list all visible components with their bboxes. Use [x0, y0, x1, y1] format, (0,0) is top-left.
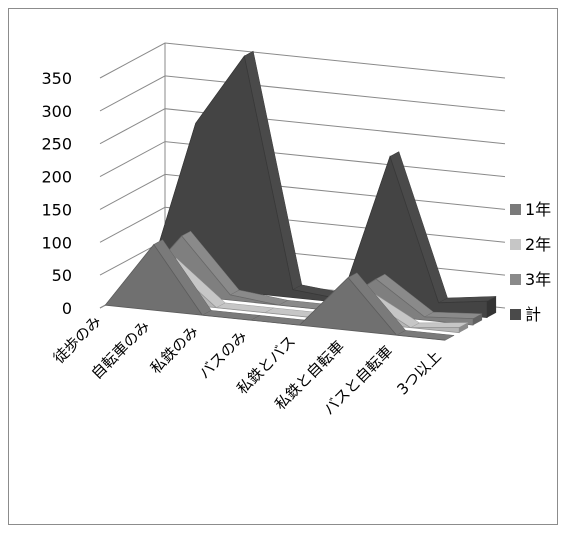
y-tick-label: 150	[41, 200, 72, 219]
y-tick-label: 300	[41, 102, 72, 121]
y-tick-label: 50	[52, 266, 72, 285]
series-0	[104, 239, 455, 341]
y-tick-label: 0	[62, 299, 72, 318]
series-cap-1	[459, 322, 469, 333]
series-cap-3	[487, 296, 497, 318]
legend-swatch	[510, 274, 521, 285]
category-label: 3つ以上	[394, 347, 445, 398]
gridline-150	[99, 173, 506, 210]
gridline-200	[99, 141, 506, 178]
legend: 1年 2年 3年計	[510, 200, 551, 324]
y-axis-ticks: 0 50 100 150 200 250 300 350	[41, 69, 72, 318]
y-tick-label: 350	[41, 69, 72, 88]
ribbon-top-0-6	[395, 330, 455, 341]
legend-swatch	[510, 239, 521, 250]
gridline-350	[99, 42, 506, 79]
category-label: 私鉄のみ	[147, 322, 202, 377]
ribbon-top-0-3	[250, 315, 310, 326]
y-tick-label: 100	[41, 233, 72, 252]
category-label: バスのみ	[195, 327, 250, 382]
series-3	[146, 50, 497, 319]
y-tick-label: 200	[41, 168, 72, 187]
y-tick-label: 250	[41, 135, 72, 154]
ribbon-top-0-2	[201, 310, 261, 321]
series-face-0	[104, 243, 446, 341]
gridline-250	[99, 108, 506, 145]
legend-label: 1年	[525, 200, 551, 219]
ribbon-top-1-2	[215, 302, 275, 313]
legend-swatch	[510, 309, 521, 320]
legend-label: 2年	[525, 235, 551, 254]
ribbon-top-1-6	[410, 322, 469, 328]
legend-label: 3年	[525, 270, 551, 289]
legend-swatch	[510, 204, 521, 215]
gridline-300	[99, 75, 506, 112]
category-label: 徒歩のみ	[50, 312, 105, 367]
legend-label: 計	[525, 305, 541, 324]
series-ribbons	[104, 50, 497, 341]
series-cap-2	[473, 313, 483, 326]
